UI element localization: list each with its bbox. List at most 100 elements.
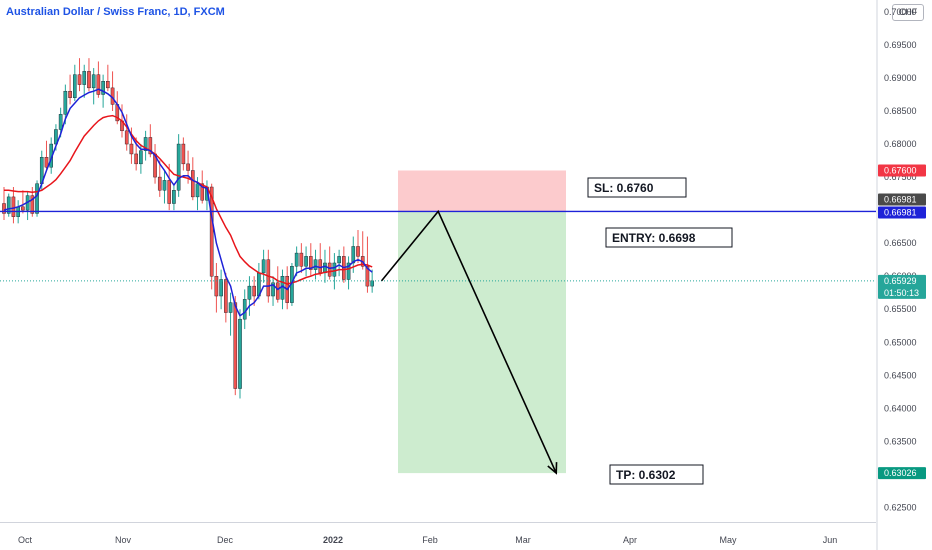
candle-body bbox=[318, 259, 323, 274]
price-tick-label: 0.65000 bbox=[884, 337, 917, 347]
candle bbox=[346, 256, 351, 290]
candle bbox=[82, 64, 87, 98]
tp-price-tag: 0.63026 bbox=[878, 467, 926, 480]
candle-body bbox=[365, 266, 370, 287]
candle bbox=[157, 160, 162, 197]
tp-label-box[interactable] bbox=[609, 464, 704, 485]
candle bbox=[261, 249, 266, 283]
candle-body bbox=[72, 74, 77, 98]
candle-body bbox=[162, 180, 167, 191]
entry-price-tag-text: 0.66981 bbox=[884, 207, 917, 217]
candle-body bbox=[44, 157, 49, 168]
candle-body bbox=[157, 176, 162, 191]
ema-slow-line bbox=[4, 114, 373, 285]
candle bbox=[224, 272, 228, 323]
sl-price-tag: 0.67600 bbox=[878, 164, 926, 177]
moving-averages bbox=[3, 88, 373, 317]
candle-body bbox=[58, 114, 63, 130]
candle-body bbox=[143, 137, 148, 151]
candles bbox=[2, 58, 374, 399]
stop-loss-zone bbox=[398, 170, 566, 212]
candle bbox=[6, 193, 11, 217]
candle-body bbox=[181, 143, 186, 165]
candle bbox=[87, 58, 91, 92]
candle bbox=[68, 74, 72, 105]
candle bbox=[124, 114, 129, 151]
candle bbox=[304, 246, 308, 277]
candle-body bbox=[134, 153, 138, 165]
candle-body bbox=[2, 203, 6, 214]
candle bbox=[275, 266, 280, 303]
candle-body bbox=[370, 280, 374, 287]
candle bbox=[294, 246, 299, 277]
candle bbox=[21, 190, 25, 214]
candle-body bbox=[6, 196, 11, 214]
candle-body bbox=[68, 90, 72, 98]
price-tick-label: 0.68000 bbox=[884, 139, 917, 149]
candle-body bbox=[299, 252, 304, 267]
candle bbox=[96, 61, 101, 98]
time-tick-label: Nov bbox=[115, 535, 132, 545]
current-price-tag-text: 0.65929 bbox=[884, 276, 917, 286]
candle-body bbox=[30, 195, 35, 214]
ema-fast-line bbox=[3, 88, 373, 317]
candle bbox=[110, 71, 115, 112]
candle-body bbox=[35, 183, 39, 214]
candle-body bbox=[332, 262, 337, 277]
chart-title: Australian Dollar / Swiss Franc, 1D, FXC… bbox=[6, 6, 225, 18]
candle bbox=[190, 157, 195, 201]
sl-label-box[interactable] bbox=[587, 177, 687, 198]
candle bbox=[91, 68, 96, 105]
candle-body bbox=[252, 285, 256, 297]
candle-body bbox=[129, 143, 134, 155]
level-labels: SL: 0.6760 ENTRY: 0.6698 TP: 0.6302 bbox=[587, 177, 733, 485]
time-tick-label: Jun bbox=[823, 535, 838, 545]
price-tick-label: 0.68500 bbox=[884, 106, 917, 116]
candle-body bbox=[167, 180, 172, 204]
currency-button[interactable]: CHF bbox=[892, 4, 924, 21]
take-profit-zone bbox=[398, 211, 566, 474]
candle-body bbox=[266, 259, 271, 297]
candle-body bbox=[346, 262, 351, 280]
candle bbox=[106, 64, 110, 92]
candle bbox=[11, 186, 16, 224]
candle-body bbox=[238, 318, 242, 389]
price-tags: 0.67600 0.66981 0.66981 0.65929 01:50:13 0.63… bbox=[878, 164, 926, 480]
time-tick-label: Feb bbox=[422, 535, 438, 545]
candle bbox=[44, 140, 49, 171]
candle bbox=[228, 292, 233, 336]
candle bbox=[172, 183, 176, 211]
candle-body bbox=[21, 206, 25, 211]
candle bbox=[219, 269, 223, 310]
time-tick-label: Oct bbox=[18, 535, 33, 545]
ohlc-price-tag: 0.66981 bbox=[878, 193, 926, 206]
candle bbox=[181, 137, 186, 171]
candle-body bbox=[139, 150, 143, 165]
candle-body bbox=[313, 259, 318, 270]
current-price-tag: 0.65929 01:50:13 bbox=[878, 274, 926, 299]
candle-body bbox=[11, 196, 16, 217]
candle bbox=[72, 64, 77, 102]
candle-body bbox=[101, 81, 105, 95]
projection-line bbox=[380, 209, 557, 474]
ohlc-price-tag-bg bbox=[878, 193, 926, 206]
candle-body bbox=[124, 130, 129, 145]
entry-label-box[interactable] bbox=[605, 227, 733, 248]
candle bbox=[318, 243, 323, 277]
candle bbox=[242, 289, 247, 330]
candle-body bbox=[106, 81, 110, 89]
candle-body bbox=[228, 302, 233, 313]
price-tick-label: 0.67500 bbox=[884, 172, 917, 182]
candle bbox=[238, 309, 242, 399]
time-axis[interactable]: Oct Nov Dec 2022 Feb Mar Apr May Jun bbox=[18, 535, 837, 545]
candle bbox=[162, 170, 167, 204]
sl-price-tag-text: 0.67600 bbox=[884, 165, 917, 175]
candle-body bbox=[261, 259, 266, 274]
candle-body bbox=[327, 262, 332, 277]
entry-price-tag-bg bbox=[878, 206, 926, 219]
candle bbox=[2, 186, 6, 221]
time-tick-label: 2022 bbox=[323, 535, 343, 545]
candle bbox=[280, 269, 285, 310]
